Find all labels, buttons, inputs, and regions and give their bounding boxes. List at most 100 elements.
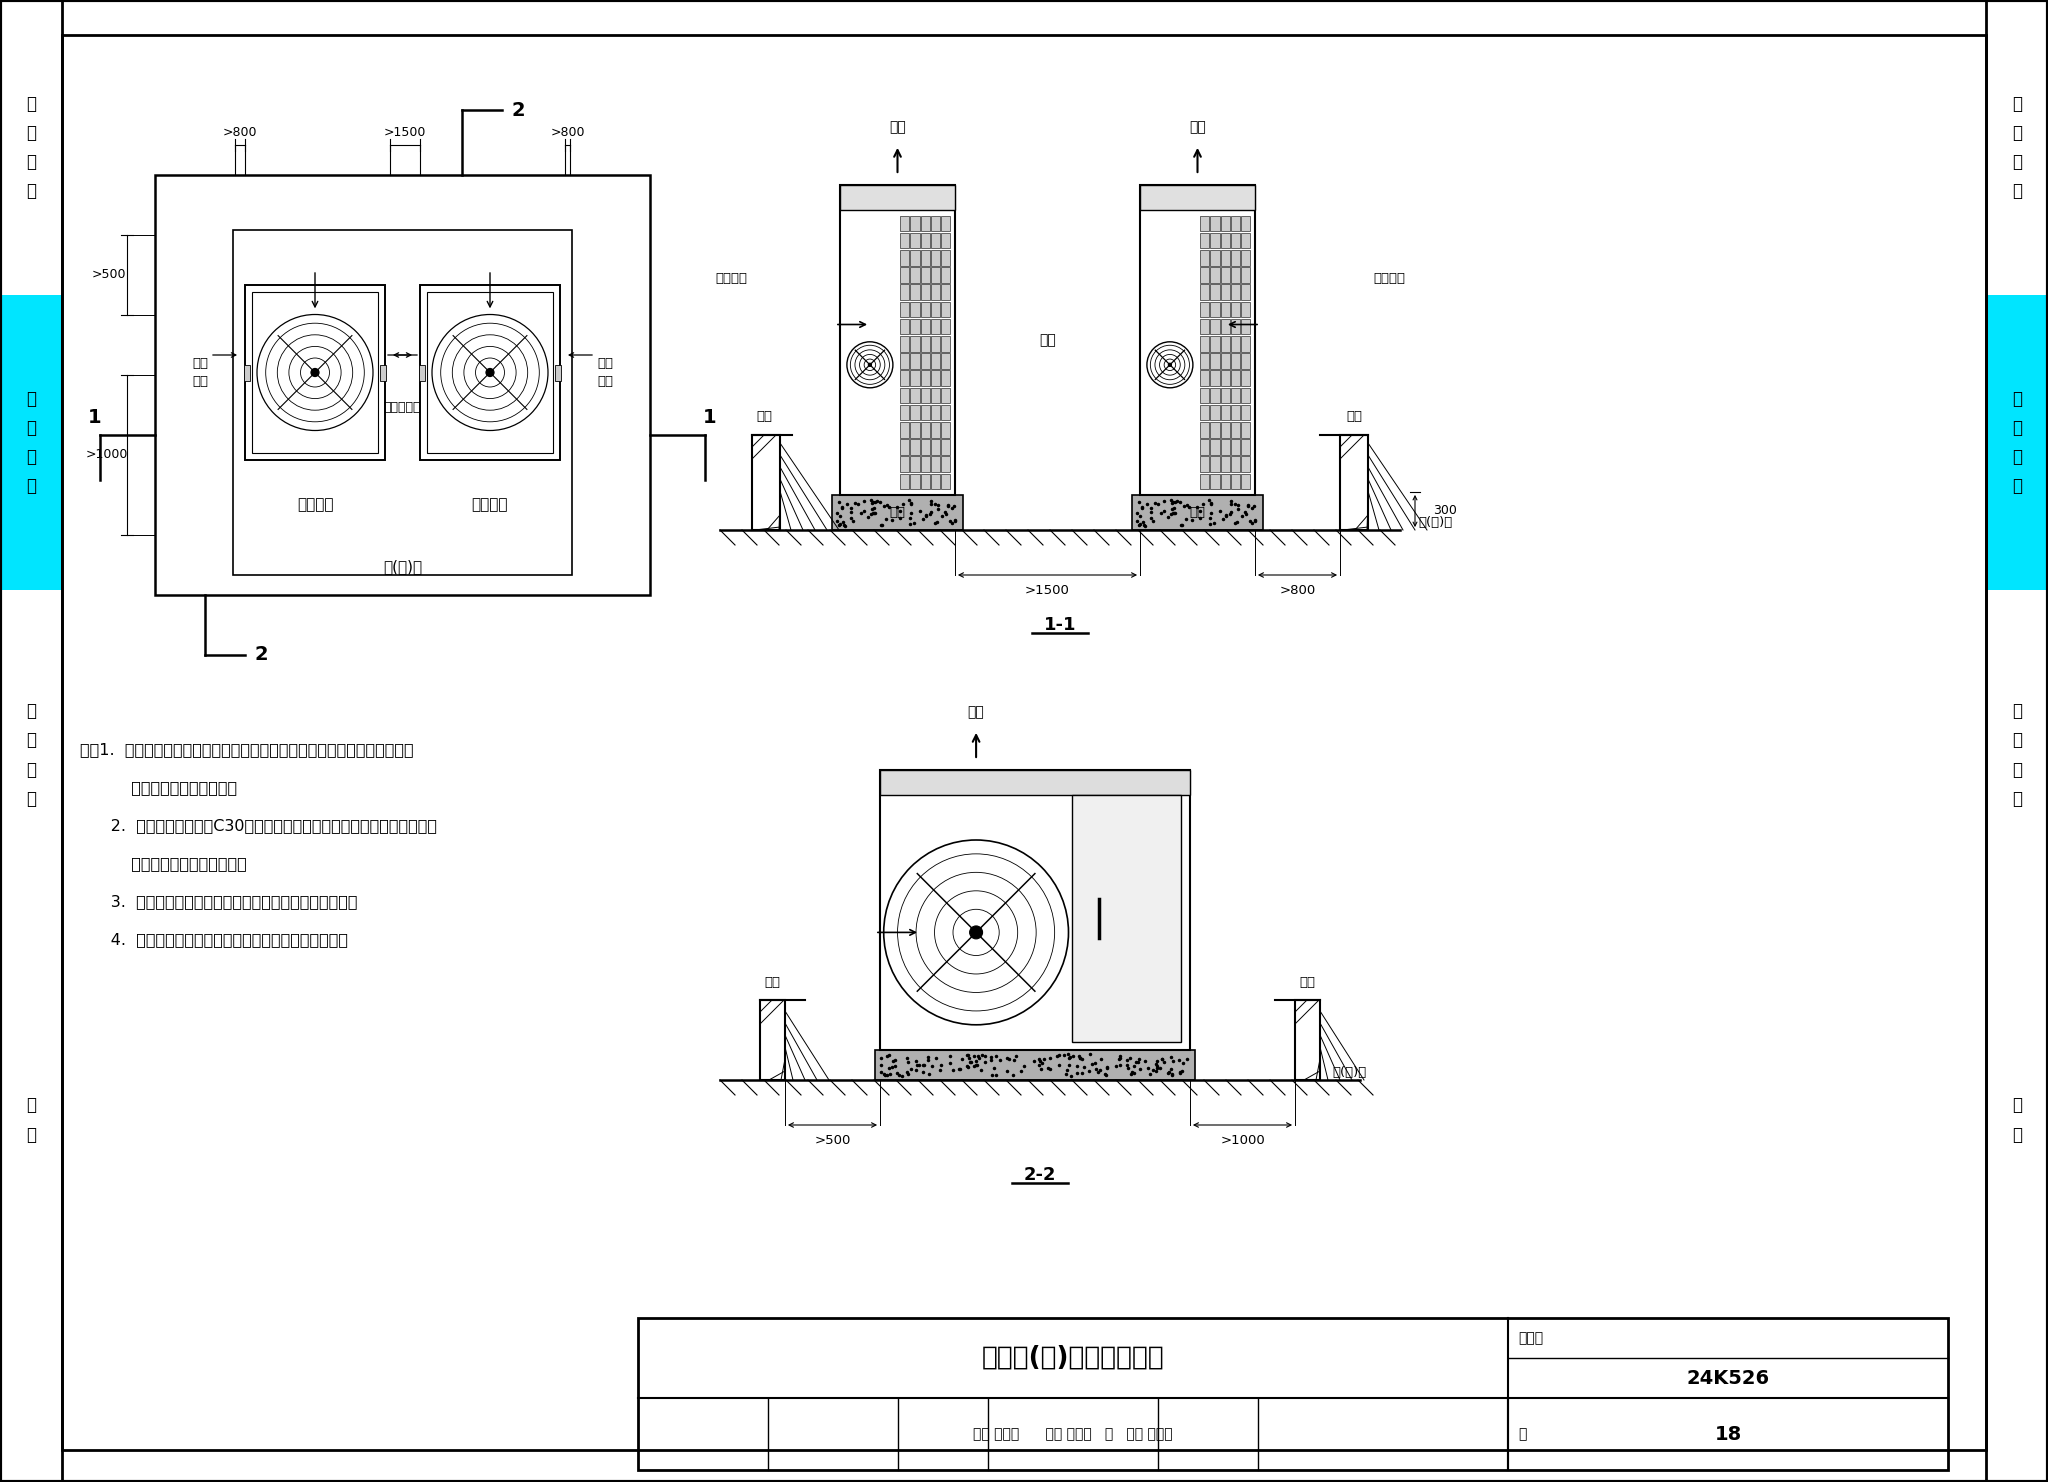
Text: 4.  热泵室外机与基础间应设置耐候性良好的减振器。: 4. 热泵室外机与基础间应设置耐候性良好的减振器。 — [80, 932, 348, 947]
Bar — [911, 216, 920, 231]
Bar — [920, 233, 930, 249]
Bar — [940, 285, 950, 299]
Bar — [1210, 439, 1219, 455]
Bar — [1221, 353, 1229, 369]
Bar — [920, 285, 930, 299]
Bar — [901, 370, 909, 385]
Bar — [930, 474, 940, 489]
Bar — [1210, 302, 1219, 317]
Bar — [1221, 370, 1229, 385]
Bar — [1200, 233, 1210, 249]
Bar — [1987, 0, 2048, 295]
Text: >1500: >1500 — [383, 126, 426, 138]
Bar — [901, 439, 909, 455]
Text: 2.  室外机基础应采用C30及以上混凝土基础，或采用角钢支架基础；基: 2. 室外机基础应采用C30及以上混凝土基础，或采用角钢支架基础；基 — [80, 818, 436, 833]
Text: 屋(地)面: 屋(地)面 — [383, 560, 422, 575]
Bar — [940, 439, 950, 455]
Text: 24K526: 24K526 — [1686, 1368, 1769, 1387]
Bar — [1241, 353, 1249, 369]
Text: 图集号: 图集号 — [1518, 1331, 1542, 1346]
Text: 基础: 基础 — [1190, 505, 1206, 519]
Bar — [0, 920, 61, 1320]
Text: 1: 1 — [702, 408, 717, 427]
Bar — [1241, 422, 1249, 437]
Bar — [901, 456, 909, 471]
Bar — [1221, 267, 1229, 283]
Bar — [1200, 336, 1210, 351]
Bar — [1210, 267, 1219, 283]
Bar — [940, 456, 950, 471]
Bar — [1200, 405, 1210, 421]
Bar — [840, 185, 954, 495]
Bar — [1200, 285, 1210, 299]
Text: 施
工
安
装: 施 工 安 装 — [27, 390, 37, 495]
Bar — [1231, 370, 1239, 385]
Circle shape — [256, 314, 373, 430]
Bar — [1221, 336, 1229, 351]
Bar — [911, 302, 920, 317]
Text: 3.  室外机布置区域应有良好的排水措施或防积雪措施。: 3. 室外机布置区域应有良好的排水措施或防积雪措施。 — [80, 895, 358, 910]
Bar — [930, 405, 940, 421]
Bar — [1200, 439, 1210, 455]
Bar — [930, 319, 940, 335]
Text: 免影响室外机通风换热。: 免影响室外机通风换热。 — [80, 781, 238, 796]
Bar — [1200, 456, 1210, 471]
Bar — [1200, 302, 1210, 317]
Bar — [0, 0, 61, 295]
Bar — [930, 250, 940, 265]
Bar — [930, 216, 940, 231]
Bar — [911, 267, 920, 283]
Bar — [874, 1051, 1194, 1080]
Text: 进风
后侧: 进风 后侧 — [193, 357, 209, 388]
Bar — [930, 388, 940, 403]
Bar — [426, 292, 553, 453]
Bar — [911, 456, 920, 471]
Bar — [881, 771, 1190, 1051]
Bar — [940, 216, 950, 231]
Bar — [901, 319, 909, 335]
Bar — [1231, 336, 1239, 351]
Text: 机组屋(地)面安装示意图: 机组屋(地)面安装示意图 — [981, 1346, 1165, 1371]
Bar — [901, 405, 909, 421]
Bar — [940, 336, 950, 351]
Bar — [1231, 422, 1239, 437]
Bar — [920, 474, 930, 489]
Bar — [1200, 422, 1210, 437]
Text: >800: >800 — [1280, 584, 1315, 596]
Bar — [1987, 920, 2048, 1320]
Bar — [1210, 388, 1219, 403]
Bar — [1200, 250, 1210, 265]
Bar — [1231, 267, 1239, 283]
Bar — [1200, 353, 1210, 369]
Bar — [930, 336, 940, 351]
Bar — [930, 267, 940, 283]
Text: 后侧进风: 后侧进风 — [715, 271, 748, 285]
Bar — [1231, 319, 1239, 335]
Bar — [1231, 285, 1239, 299]
Bar — [920, 370, 930, 385]
Text: >800: >800 — [551, 126, 586, 138]
Bar — [901, 422, 909, 437]
Bar — [1231, 474, 1239, 489]
Bar — [1241, 456, 1249, 471]
Bar — [911, 353, 920, 369]
Bar — [920, 439, 930, 455]
Bar — [940, 267, 950, 283]
Bar — [930, 353, 940, 369]
Bar — [1231, 456, 1239, 471]
Bar — [1231, 388, 1239, 403]
Circle shape — [848, 342, 893, 388]
Text: 工
程
实
例: 工 程 实 例 — [2011, 702, 2021, 808]
Bar — [1210, 456, 1219, 471]
Bar — [930, 422, 940, 437]
Bar — [1221, 405, 1229, 421]
Bar — [246, 285, 385, 459]
Bar — [1141, 185, 1255, 495]
Bar — [639, 1317, 1948, 1470]
Text: 系
统
设
计: 系 统 设 计 — [2011, 95, 2021, 200]
Bar — [920, 336, 930, 351]
Bar — [1241, 370, 1249, 385]
Bar — [752, 436, 780, 531]
Bar — [1200, 216, 1210, 231]
Bar — [1141, 185, 1255, 210]
